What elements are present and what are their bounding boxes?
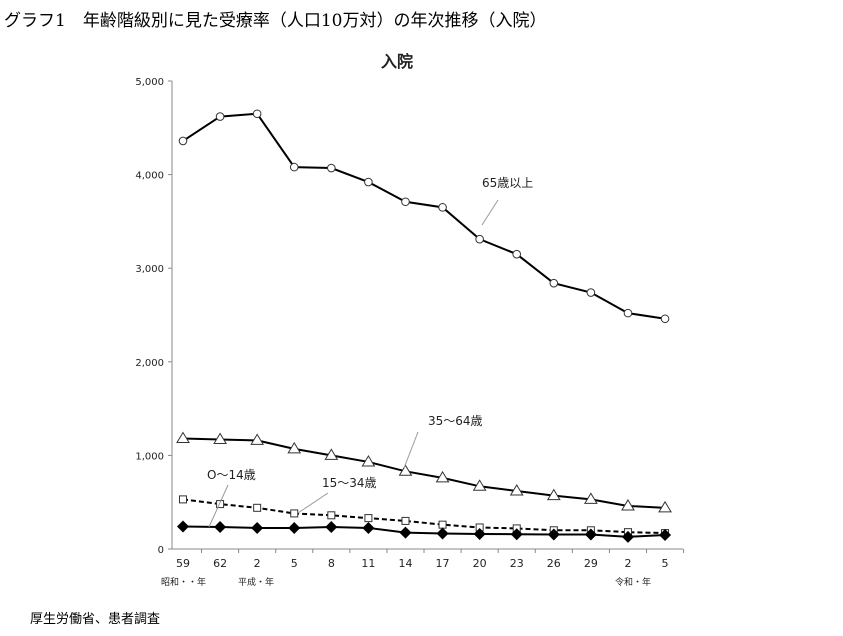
data-point-triangle bbox=[250, 433, 265, 445]
series-line bbox=[182, 437, 666, 509]
y-tick-label: 3,000 bbox=[135, 264, 164, 275]
x-tick-label: 23 bbox=[510, 557, 524, 570]
data-point-square bbox=[253, 503, 262, 512]
data-point-circle bbox=[401, 197, 410, 207]
annotation-leader bbox=[481, 199, 499, 226]
data-point-diamond bbox=[251, 521, 264, 534]
data-point-diamond bbox=[547, 528, 560, 541]
data-point-diamond bbox=[510, 528, 523, 541]
data-point-circle bbox=[660, 314, 670, 324]
data-point-diamond bbox=[621, 530, 634, 543]
data-point-square bbox=[216, 500, 225, 509]
annotation-leader bbox=[297, 492, 329, 514]
x-tick-label: 59 bbox=[176, 557, 190, 570]
data-point-triangle bbox=[583, 492, 598, 504]
x-tick-label: 11 bbox=[361, 557, 375, 570]
annotation-leader bbox=[403, 431, 419, 469]
data-point-triangle bbox=[176, 431, 190, 444]
series-line bbox=[182, 112, 666, 320]
x-tick-label: 20 bbox=[473, 557, 487, 570]
x-tick-label: 17 bbox=[436, 557, 450, 570]
era-label: 昭和・・年 bbox=[161, 576, 206, 588]
data-point-triangle bbox=[361, 454, 376, 467]
page-title: グラフ1 年齢階級別に見た受療率（人口10万対）の年次推移（入院） bbox=[4, 11, 547, 31]
data-point-diamond bbox=[325, 521, 338, 534]
data-point-diamond bbox=[473, 528, 486, 541]
chart-title: 入院 bbox=[381, 52, 413, 71]
data-point-triangle bbox=[546, 488, 561, 501]
data-point-diamond bbox=[436, 527, 449, 540]
data-point-triangle bbox=[287, 441, 302, 454]
data-point-diamond bbox=[214, 521, 227, 534]
series-label-0-14: O～14歳 bbox=[207, 468, 256, 482]
x-tick-label: 62 bbox=[213, 557, 227, 570]
data-point-triangle bbox=[398, 464, 413, 476]
data-point-circle bbox=[215, 112, 225, 121]
data-point-square bbox=[179, 495, 187, 504]
y-tick-label: 0 bbox=[158, 545, 164, 556]
data-point-triangle bbox=[324, 448, 339, 460]
x-tick-label: 29 bbox=[584, 557, 598, 570]
data-point-triangle bbox=[658, 500, 672, 513]
y-tick-label: 4,000 bbox=[135, 171, 164, 182]
data-point-triangle bbox=[621, 498, 635, 511]
data-point-triangle bbox=[472, 479, 487, 491]
data-point-circle bbox=[178, 136, 188, 146]
x-tick-label: 2 bbox=[624, 557, 631, 570]
era-label: 令和・年 bbox=[615, 576, 651, 588]
series-label-15-34: 15～34歳 bbox=[322, 476, 377, 490]
data-point-diamond bbox=[659, 528, 672, 541]
x-tick-label: 2 bbox=[254, 557, 261, 570]
source-note: 厚生労働省、患者調査 bbox=[30, 612, 161, 627]
data-point-triangle bbox=[435, 470, 450, 483]
data-point-triangle bbox=[213, 432, 227, 444]
y-tick-label: 2,000 bbox=[135, 358, 164, 369]
data-point-diamond bbox=[288, 521, 301, 534]
data-point-square bbox=[364, 514, 373, 523]
data-point-circle bbox=[438, 203, 447, 212]
x-tick-label: 26 bbox=[547, 557, 561, 570]
y-tick-label: 1,000 bbox=[135, 451, 164, 462]
data-point-circle bbox=[475, 234, 484, 244]
x-tick-label: 5 bbox=[662, 557, 669, 570]
data-point-square bbox=[290, 509, 299, 518]
data-point-triangle bbox=[509, 483, 524, 496]
data-point-circle bbox=[623, 308, 633, 318]
x-tick-label: 5 bbox=[291, 557, 298, 570]
data-point-circle bbox=[586, 288, 596, 297]
x-tick-label: 8 bbox=[328, 557, 335, 570]
data-point-circle bbox=[252, 109, 262, 119]
series-label-35-64: 35～64歳 bbox=[428, 414, 483, 428]
annotation-leader bbox=[208, 484, 229, 528]
data-point-circle bbox=[512, 249, 522, 259]
data-point-diamond bbox=[584, 528, 597, 541]
data-point-circle bbox=[549, 278, 559, 288]
data-point-square bbox=[327, 511, 336, 520]
series-line bbox=[182, 525, 666, 538]
data-point-circle bbox=[289, 162, 299, 172]
data-point-diamond bbox=[399, 526, 412, 539]
x-tick-label: 14 bbox=[398, 557, 412, 570]
y-tick-label: 5,000 bbox=[135, 77, 164, 88]
data-point-diamond bbox=[362, 521, 375, 534]
data-point-square bbox=[401, 516, 410, 525]
data-point-diamond bbox=[177, 520, 189, 533]
data-point-circle bbox=[327, 163, 336, 173]
era-label: 平成・年 bbox=[238, 576, 274, 588]
series-line bbox=[182, 498, 666, 535]
series-label-65-plus: 65歳以上 bbox=[482, 176, 533, 190]
data-point-circle bbox=[364, 177, 373, 187]
data-point-square bbox=[438, 520, 447, 529]
